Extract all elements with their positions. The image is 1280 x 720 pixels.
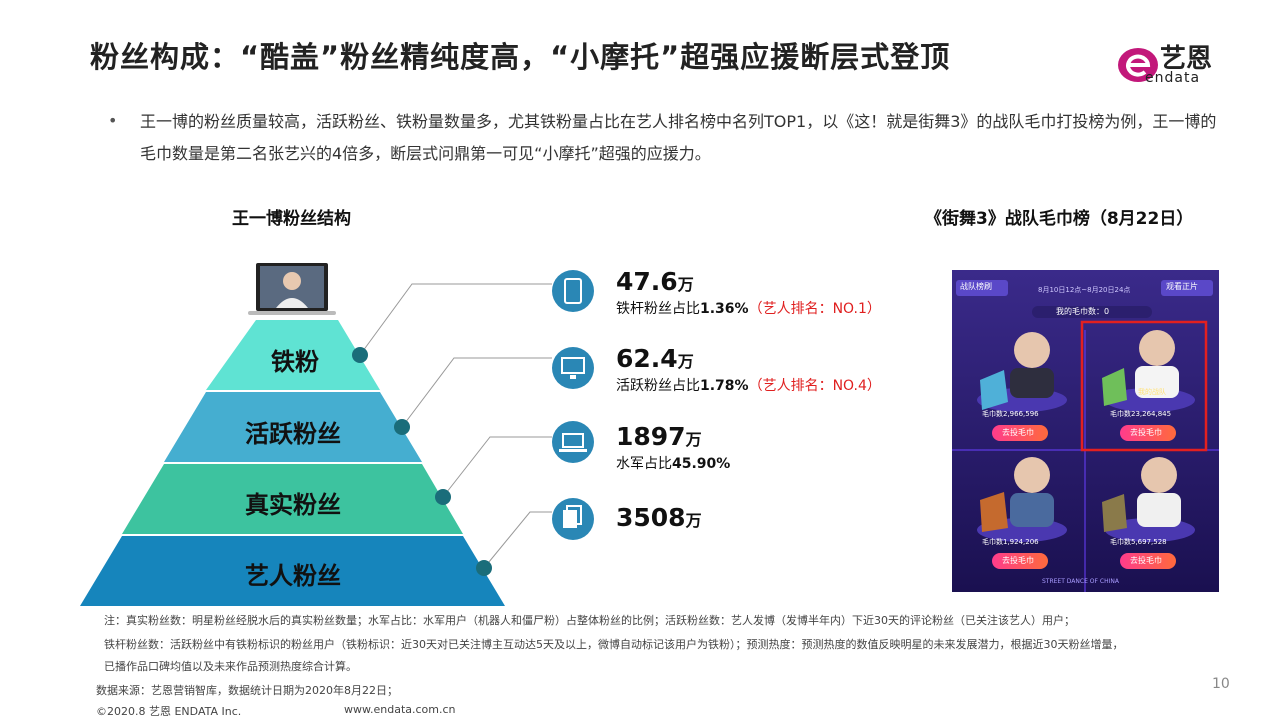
connector-dot-2 (394, 419, 410, 435)
screenshot-card-btn-2: 去投毛巾 (1130, 428, 1162, 437)
connector-dot-3 (435, 489, 451, 505)
stat-iron: 47.6万 铁杆粉丝占比1.36%（艺人排名：NO.1） (616, 267, 881, 318)
pyramid-label-active: 活跃粉丝 (245, 420, 341, 448)
stat-unit: 万 (685, 511, 702, 530)
documents-icon (552, 498, 594, 540)
pyramid-layer-3 (122, 464, 463, 534)
screenshot-bottom: STREET DANCE OF CHINA (1042, 578, 1119, 585)
note-line-1: 注：真实粉丝数：明星粉丝经脱水后的真实粉丝数量；水军占比：水军用户（机器人和僵尸… (104, 614, 1075, 627)
stat-artist: 3508万 (616, 503, 702, 532)
pyramid-label-iron: 铁粉 (271, 348, 319, 376)
bullet-dot: • (108, 111, 118, 130)
screenshot-count-1: 毛巾数2,966,596 (982, 410, 1039, 418)
stat-pct: 1.36% (700, 301, 749, 317)
note-line-2: 铁杆粉丝数：活跃粉丝中有铁粉标识的粉丝用户（铁粉标识：近30天对已关注博主互动达… (104, 638, 1124, 651)
page-number: 10 (1212, 676, 1230, 692)
endata-logo (1118, 48, 1158, 82)
monitor-icon (552, 347, 594, 389)
stat-rank: （艺人排名：NO.1） (748, 301, 881, 317)
copyright: ©2020.8 艺恩 ENDATA Inc. (96, 705, 242, 718)
page-title: 粉丝构成：“酷盖”粉丝精纯度高，“小摩托”超强应援断层式登顶 (90, 40, 951, 74)
screenshot-date: 8月10日12点~8月20日24点 (1038, 286, 1131, 294)
stat-desc: 铁杆粉丝占比 (616, 301, 700, 317)
connector-dot-1 (352, 347, 368, 363)
data-source: 数据来源：艺恩营销智库，数据统计日期为2020年8月22日； (96, 684, 398, 697)
screenshot-btn-right: 观看正片 (1166, 282, 1198, 291)
pyramid-layer-4 (80, 536, 505, 606)
stat-value: 1897 (616, 422, 686, 451)
stat-pct: 45.90% (672, 456, 731, 472)
stat-desc: 活跃粉丝占比 (616, 378, 700, 394)
connector-dot-4 (476, 560, 492, 576)
stat-value: 3508 (616, 503, 686, 532)
ranking-title: 《街舞3》战队毛巾榜（8月22日） (925, 209, 1194, 229)
pyramid-label-real: 真实粉丝 (245, 491, 341, 519)
screenshot-card-btn-3: 去投毛巾 (1002, 556, 1034, 565)
logo-cn: 艺恩 (1160, 44, 1213, 74)
logo-en: endata (1145, 70, 1201, 86)
bullet-text: 王一博的粉丝质量较高，活跃粉丝、铁粉量数量多，尤其铁粉量占比在艺人排名榜中名列T… (140, 112, 1217, 163)
screenshot-count-2: 毛巾数23,264,845 (1110, 410, 1172, 418)
pyramid-label-artist: 艺人粉丝 (245, 562, 341, 590)
stat-value: 47.6 (616, 267, 678, 296)
laptop-icon (552, 421, 594, 463)
website: www.endata.com.cn (344, 703, 456, 716)
pyramid-layer-2 (164, 392, 422, 462)
tablet-icon (552, 270, 594, 312)
ranking-screenshot-art (952, 270, 1219, 592)
stat-unit: 万 (677, 275, 694, 294)
note-line-3: 已播作品口碑均值以及未来作品预测热度综合计算。 (104, 660, 357, 673)
screenshot-card-btn-1: 去投毛巾 (1002, 428, 1034, 437)
stat-desc: 水军占比 (616, 456, 672, 472)
stat-rank: （艺人排名：NO.4） (748, 378, 881, 394)
screenshot-count-4: 毛巾数5,697,528 (1110, 538, 1167, 546)
screenshot-my-team: 我的战队 (1138, 388, 1166, 396)
stat-unit: 万 (685, 430, 702, 449)
stat-pct: 1.78% (700, 378, 749, 394)
screenshot-btn-left: 战队榜刷 (960, 282, 992, 291)
stat-value: 62.4 (616, 344, 678, 373)
stat-unit: 万 (677, 352, 694, 371)
screenshot-count-3: 毛巾数1,924,206 (982, 538, 1039, 546)
laptop-portrait-icon (248, 263, 336, 315)
ranking-screenshot: 战队榜刷 观看正片 8月10日12点~8月20日24点 我的毛巾数：0 我的战队… (952, 270, 1219, 592)
pyramid-layer-1 (206, 320, 380, 390)
stat-active: 62.4万 活跃粉丝占比1.78%（艺人排名：NO.4） (616, 344, 881, 395)
screenshot-my-count: 我的毛巾数：0 (1056, 307, 1110, 316)
screenshot-card-btn-4: 去投毛巾 (1130, 556, 1162, 565)
pyramid-title: 王一博粉丝结构 (232, 209, 351, 229)
stat-real: 1897万 水军占比45.90% (616, 422, 730, 473)
